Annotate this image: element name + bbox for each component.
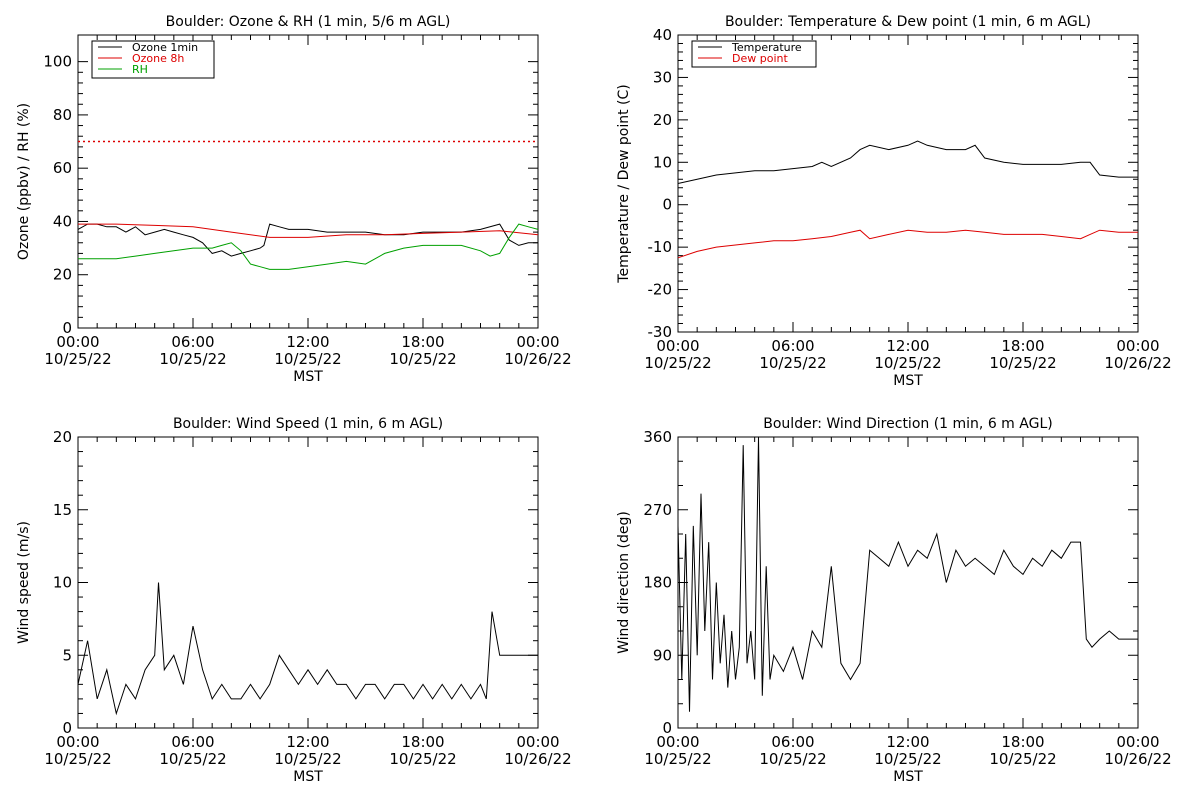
x-tick-date: 10/26/22	[504, 350, 571, 368]
legend-box	[691, 40, 817, 68]
y-axis-label: Temperature / Dew point (C)	[616, 84, 632, 283]
x-tick-time: 00:00	[56, 733, 99, 751]
x-tick-time: 06:00	[171, 333, 214, 351]
chart-title: Boulder: Temperature & Dew point (1 min,…	[725, 14, 1091, 30]
x-tick-time: 00:00	[516, 733, 559, 751]
series-line-ozone-1min	[77, 223, 538, 257]
x-tick-date: 10/25/22	[389, 350, 456, 368]
series-line-rh	[78, 223, 539, 270]
y-axis-label: Wind speed (m/s)	[16, 521, 32, 644]
x-tick-time: 12:00	[886, 733, 929, 751]
x-tick-time: 00:00	[56, 333, 99, 351]
x-tick-date: 10/25/22	[159, 350, 226, 368]
x-tick-date: 10/25/22	[989, 750, 1056, 768]
x-tick-date: 10/25/22	[644, 354, 711, 372]
series-line-wind-dir	[677, 436, 1138, 712]
legend-label: RH	[132, 63, 148, 76]
x-tick-date: 10/25/22	[874, 354, 941, 372]
x-tick-time: 06:00	[171, 733, 214, 751]
x-axis-label: MST	[893, 373, 923, 389]
x-tick-time: 12:00	[886, 337, 929, 355]
x-tick-time: 12:00	[286, 333, 329, 351]
y-tick-label: 40	[53, 212, 72, 230]
x-tick-time: 12:00	[286, 733, 329, 751]
x-tick-time: 18:00	[401, 333, 444, 351]
x-tick-date: 10/25/22	[989, 354, 1056, 372]
panel-ozone-rh: Boulder: Ozone & RH (1 min, 5/6 m AGL) Oz…	[16, 14, 572, 385]
y-tick-label: 90	[653, 646, 672, 664]
panel-wind-speed: Boulder: Wind Speed (1 min, 6 m AGL) Wind…	[16, 416, 572, 785]
legend-label: Ozone 1min	[132, 41, 198, 54]
y-tick-label: 80	[53, 106, 72, 124]
x-tick-date: 10/25/22	[759, 354, 826, 372]
y-axis-label: Ozone (ppbv) / RH (%)	[16, 103, 32, 260]
plot-frame	[677, 436, 1139, 729]
panel-wind-dir: Boulder: Wind Direction (1 min, 6 m AGL)…	[616, 416, 1172, 785]
legend-label: Temperature	[731, 41, 802, 54]
y-tick-label: 5	[62, 646, 72, 664]
x-tick-date: 10/26/22	[1104, 354, 1171, 372]
chart-title: Boulder: Wind Direction (1 min, 6 m AGL)	[763, 416, 1052, 432]
x-tick-time: 00:00	[1116, 733, 1159, 751]
y-tick-label: 20	[653, 111, 672, 129]
plot-frame	[677, 34, 1139, 333]
chart-title: Boulder: Ozone & RH (1 min, 5/6 m AGL)	[166, 14, 451, 30]
x-axis-label: MST	[293, 769, 323, 785]
chart-title: Boulder: Wind Speed (1 min, 6 m AGL)	[173, 416, 443, 432]
x-tick-date: 10/26/22	[504, 750, 571, 768]
x-axis-label: MST	[893, 769, 923, 785]
panel-temp-dew: Boulder: Temperature & Dew point (1 min,…	[616, 14, 1172, 389]
y-tick-label: -20	[648, 281, 673, 299]
series-line-wind-speed	[77, 582, 538, 716]
legend-label: Dew point	[732, 52, 788, 65]
series-line-temperature	[677, 140, 1138, 184]
y-tick-label: 100	[43, 53, 72, 71]
y-tick-label: 0	[62, 719, 72, 737]
x-tick-time: 18:00	[1001, 337, 1044, 355]
y-tick-label: 40	[653, 26, 672, 44]
x-tick-date: 10/25/22	[274, 350, 341, 368]
x-tick-date: 10/25/22	[274, 750, 341, 768]
x-tick-date: 10/25/22	[644, 750, 711, 768]
y-tick-label: -10	[648, 238, 673, 256]
y-tick-label: 270	[643, 501, 672, 519]
x-tick-date: 10/25/22	[389, 750, 456, 768]
x-tick-time: 00:00	[1116, 337, 1159, 355]
x-tick-date: 10/25/22	[44, 750, 111, 768]
x-tick-date: 10/25/22	[159, 750, 226, 768]
x-tick-date: 10/25/22	[759, 750, 826, 768]
y-tick-label: 10	[653, 153, 672, 171]
y-tick-label: 180	[643, 574, 672, 592]
x-tick-time: 00:00	[516, 333, 559, 351]
y-tick-label: 0	[662, 719, 672, 737]
series-line-ozone-8h	[78, 223, 539, 238]
y-tick-label: 20	[53, 428, 72, 446]
series-line-dew-point	[677, 229, 1138, 259]
y-tick-label: 0	[62, 319, 72, 337]
x-tick-time: 18:00	[1001, 733, 1044, 751]
y-tick-label: 20	[53, 266, 72, 284]
y-axis-label: Wind direction (deg)	[616, 511, 632, 654]
x-tick-time: 06:00	[771, 337, 814, 355]
x-tick-time: 18:00	[401, 733, 444, 751]
legend-label: Ozone 8h	[132, 52, 184, 65]
x-tick-time: 00:00	[656, 733, 699, 751]
y-tick-label: 15	[53, 501, 72, 519]
x-tick-time: 06:00	[771, 733, 814, 751]
x-tick-date: 10/25/22	[44, 350, 111, 368]
plot-frame	[77, 34, 539, 329]
y-tick-label: 30	[653, 68, 672, 86]
y-tick-label: 360	[643, 428, 672, 446]
x-axis-label: MST	[293, 369, 323, 385]
y-tick-label: -30	[648, 323, 673, 341]
x-tick-time: 00:00	[656, 337, 699, 355]
x-tick-date: 10/26/22	[1104, 750, 1171, 768]
y-tick-label: 0	[662, 196, 672, 214]
y-tick-label: 10	[53, 574, 72, 592]
x-tick-date: 10/25/22	[874, 750, 941, 768]
plot-frame	[77, 436, 539, 729]
y-tick-label: 60	[53, 159, 72, 177]
